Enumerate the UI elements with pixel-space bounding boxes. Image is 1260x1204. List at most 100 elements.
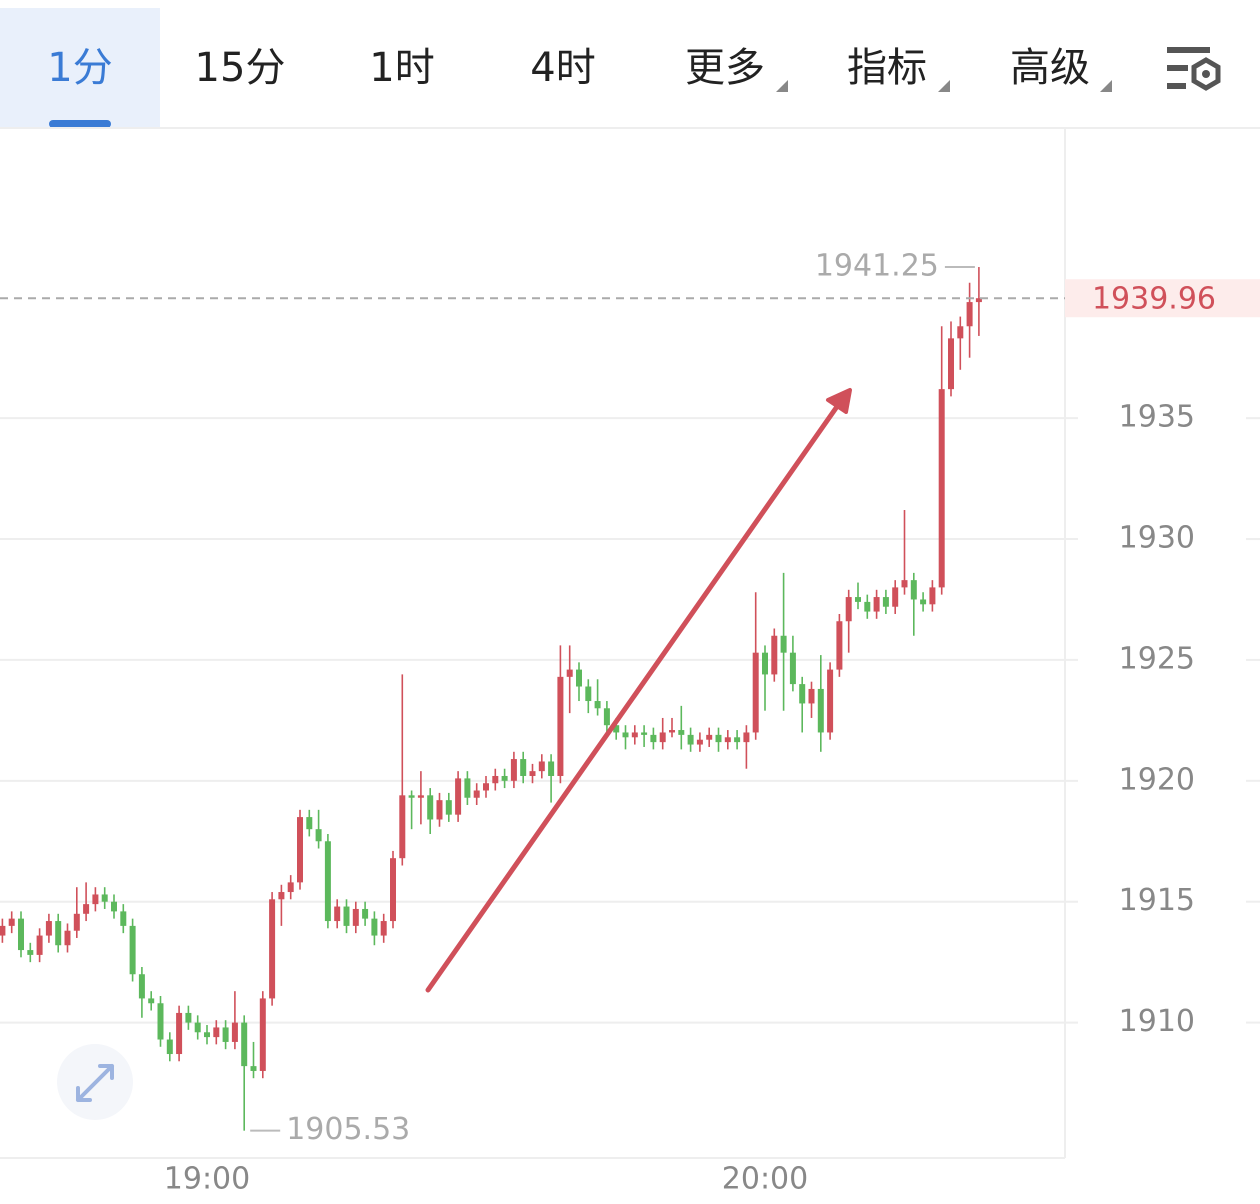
tab[interactable]: 4时 — [530, 45, 595, 91]
candle-body — [799, 684, 806, 704]
candle-body — [585, 686, 592, 702]
candle-body — [83, 904, 90, 914]
candle-body — [706, 734, 713, 740]
candle-body — [724, 737, 731, 743]
candle-body — [362, 908, 369, 919]
candle-body — [315, 829, 322, 842]
candle-body — [334, 906, 341, 922]
candle-body — [920, 599, 927, 605]
plot: 1910 1915 1920 1925 1930 1935 19:00 20:00 1941.2… — [0, 249, 1260, 1197]
candle-body — [18, 918, 24, 951]
candle-body — [957, 326, 964, 339]
tab[interactable]: 更多 — [685, 45, 765, 91]
dropdown-caret — [1100, 80, 1112, 92]
expand-button[interactable] — [57, 1044, 133, 1120]
candle-body — [204, 1032, 210, 1038]
candle-body — [864, 601, 871, 612]
candle-body — [343, 906, 350, 926]
x-tick-label: 20:00 — [722, 1162, 808, 1197]
tab[interactable]: 指标 — [847, 45, 927, 91]
candle-body — [55, 921, 62, 946]
candle-body — [752, 652, 759, 733]
candle-body — [557, 676, 564, 776]
candle-body — [287, 882, 294, 893]
candle-body — [8, 918, 15, 926]
x-tick-label: 19:00 — [164, 1162, 250, 1197]
candle-body — [352, 908, 359, 926]
candle-body — [641, 732, 648, 735]
candle-body — [278, 892, 285, 900]
candle-body — [510, 759, 517, 781]
candle-body — [529, 771, 536, 776]
active-tab-bg — [0, 8, 160, 128]
candle-body — [771, 635, 778, 675]
y-tick-label: 1915 — [1119, 883, 1195, 918]
tab[interactable]: 15分 — [195, 45, 286, 91]
candle-body — [613, 725, 620, 733]
candle-body — [380, 921, 387, 936]
candle-body — [836, 621, 843, 670]
candle-body — [111, 901, 117, 912]
candle-body — [715, 734, 722, 743]
candle-body — [948, 338, 954, 390]
candle-body — [27, 950, 34, 955]
candle-body — [445, 800, 452, 815]
candle-body — [306, 817, 313, 830]
candle-body — [910, 580, 917, 600]
candle-body — [427, 795, 434, 820]
candle-body — [901, 580, 908, 588]
candle-body — [594, 701, 601, 709]
candle-body — [371, 918, 378, 936]
candle-body — [929, 587, 936, 605]
candle-body — [259, 998, 266, 1071]
last-price-label: 1939.96 — [1092, 282, 1216, 317]
tab[interactable]: 1分 — [47, 45, 112, 91]
candle-body — [492, 775, 499, 784]
candle-body — [696, 739, 703, 745]
candle-body — [938, 389, 945, 588]
dropdown-caret — [776, 80, 788, 92]
y-tick-label: 1910 — [1119, 1004, 1195, 1039]
candle-body — [817, 688, 824, 733]
last-price-box — [1065, 279, 1260, 318]
candle-body — [603, 708, 610, 726]
candle-body — [966, 302, 973, 327]
candle-body — [36, 935, 43, 955]
tab[interactable]: 高级 — [1010, 45, 1090, 91]
candle-body — [566, 669, 573, 677]
candle-body — [101, 894, 108, 902]
y-tick-label: 1920 — [1119, 762, 1195, 797]
candle-body — [92, 894, 99, 905]
candle-body — [148, 998, 155, 1004]
candle-body — [845, 597, 852, 622]
candle-body — [483, 783, 489, 791]
settings-icon[interactable] — [1167, 47, 1221, 91]
tab[interactable]: 1时 — [369, 45, 434, 91]
candle-body — [297, 817, 303, 883]
candle-body — [669, 730, 675, 733]
candle-body — [762, 652, 768, 675]
candle-body — [166, 1039, 173, 1055]
candle-body — [789, 652, 796, 685]
candle-body — [808, 688, 815, 704]
candle-body — [176, 1012, 183, 1055]
candle-body — [892, 587, 899, 607]
candle-body — [873, 597, 880, 612]
candle-body — [129, 925, 136, 975]
candle-body — [194, 1022, 201, 1033]
candle-body — [827, 669, 834, 733]
candle-body — [659, 732, 666, 743]
candle-body — [417, 795, 424, 798]
candle-body — [650, 734, 657, 743]
candle-body — [678, 730, 685, 735]
candle-body — [241, 1022, 248, 1067]
candle-body — [455, 778, 462, 815]
candle-body — [157, 1003, 164, 1040]
y-tick-label: 1930 — [1119, 521, 1195, 556]
candle-body — [855, 597, 861, 602]
candle-body — [120, 911, 127, 926]
candle-body — [213, 1027, 220, 1038]
dropdown-caret — [938, 80, 950, 92]
